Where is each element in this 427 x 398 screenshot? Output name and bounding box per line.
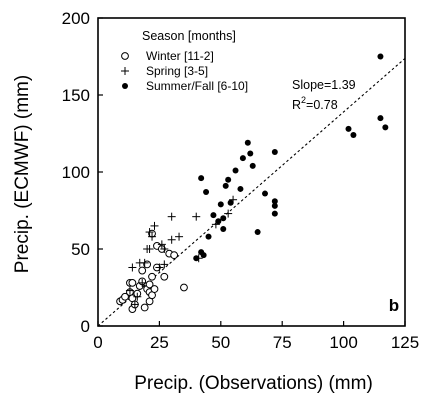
fit-line [97,58,406,327]
winter-point [180,283,188,292]
summer-fall-point [247,150,254,157]
spring-point [167,235,176,244]
winter-point [160,272,169,281]
summer-fall-point [271,148,278,155]
legend-label: Winter [11-2] [146,49,214,63]
winter-point [121,292,129,301]
data-points [116,53,389,313]
summer-fall-point [271,210,278,217]
legend-marker [121,52,129,60]
y-axis-title: Precip. (ECMWF) (mm) [12,75,33,273]
summer-fall-point [254,229,261,236]
summer-fall-point [232,167,239,174]
legend-label: Summer/Fall [6-10] [146,79,248,93]
spring-point [140,258,149,267]
summer-fall-point [200,252,207,259]
r-squared-annotation: R2=0.78 [292,95,338,112]
summer-fall-point [382,124,389,131]
summer-fall-point [249,162,256,169]
summer-fall-point [222,182,229,189]
x-tick-label: 0 [93,333,102,352]
r2-exponent: 2 [301,95,306,105]
spring-point [160,260,169,269]
spring-point [192,212,201,221]
summer-fall-point [377,115,384,122]
r2-suffix: =0.78 [306,98,338,112]
summer-fall-point [227,199,234,206]
spring-point [150,221,159,230]
summer-fall-point [377,53,384,60]
slope-annotation: Slope=1.39 [292,78,356,92]
winter-point [138,266,147,275]
spring-point [145,245,154,253]
summer-fall-point [203,189,210,196]
summer-fall-point [215,218,222,225]
x-tick-label: 50 [211,333,230,352]
winter-point [150,285,159,293]
legend-label: Spring [3-5] [146,64,208,78]
x-axis-title: Precip. (Observations) (mm) [134,373,373,394]
summer-fall-point [205,233,212,240]
summer-fall-point [237,185,244,192]
spring-point [160,245,169,253]
winter-point [170,251,179,260]
summer-fall-point [345,125,352,132]
summer-fall-point [239,155,246,162]
summer-fall-point [220,215,227,222]
legend-title: Season [months] [142,29,236,43]
spring-point [175,232,184,241]
summer-fall-point [244,139,251,146]
x-tick-label: 100 [329,333,357,352]
winter-point [140,303,149,312]
spring-point [130,300,139,309]
winter-point [145,280,154,289]
y-tick-label: 0 [81,317,90,336]
y-tick-label: 50 [71,240,90,259]
x-tick-label: 125 [391,333,419,352]
spring-point [125,286,134,295]
legend-entries: Winter [11-2]Spring [3-5]Summer/Fall [6-… [121,49,248,93]
winter-point [148,272,156,281]
spring-point [138,278,147,287]
plot-area: 0 25 50 75 100 125 0 50 100 150 200 [62,9,420,352]
spring-point [128,263,137,272]
legend: Season [months] Winter [11-2]Spring [3-5… [121,29,248,93]
spring-point [133,292,142,301]
spring-point [157,240,166,249]
legend-marker [122,83,128,89]
y-tick-label: 150 [62,86,90,105]
summer-fall-point [198,175,205,182]
winter-point [128,278,137,287]
summer-fall-point [350,132,357,139]
x-tick-label: 75 [273,333,292,352]
summer-fall-point [193,255,200,262]
r2-prefix: R [292,98,301,112]
summer-fall-point [225,176,232,183]
spring-point [167,212,176,221]
x-tick-label: 25 [150,333,169,352]
x-axis-ticks: 0 25 50 75 100 125 [93,321,419,352]
y-tick-label: 100 [62,163,90,182]
spring-point [155,263,164,272]
y-axis-ticks: 0 50 100 150 200 [62,9,103,336]
summer-fall-point [217,201,224,208]
y-tick-label: 200 [62,9,90,28]
legend-marker [121,67,129,75]
panel-label: b [389,296,399,315]
summer-fall-point [271,198,278,205]
summer-fall-point [262,190,269,197]
summer-fall-point [220,225,227,232]
spring-point [145,228,154,237]
summer-fall-point [210,212,217,219]
spring-point [224,209,233,218]
spring-point [148,232,157,241]
summer-fall-point [271,202,278,209]
